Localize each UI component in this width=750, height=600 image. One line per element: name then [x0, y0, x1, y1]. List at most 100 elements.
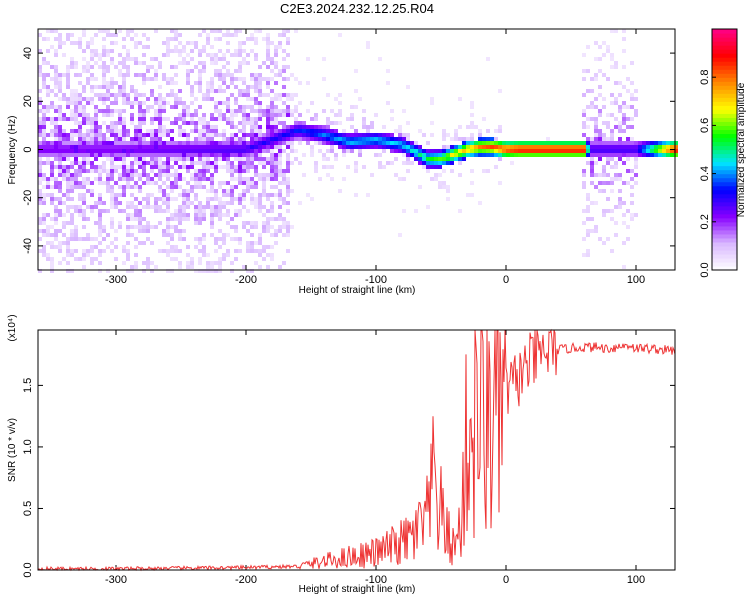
spectrogram-cell — [606, 121, 610, 125]
spectrogram-cell — [70, 109, 74, 113]
spectrogram-cell — [206, 197, 210, 201]
spectrogram-cell — [422, 133, 426, 137]
spectrogram-cell — [666, 149, 670, 153]
spectrogram-cell — [38, 197, 42, 201]
spectrogram-cell — [178, 205, 182, 209]
spectrogram-cell — [258, 109, 262, 113]
spectrogram-cell — [490, 137, 494, 141]
spectrogram-cell — [46, 61, 50, 65]
spectrogram-cell — [74, 101, 78, 105]
spectrogram-cell — [414, 141, 418, 145]
colorbar-cell — [712, 33, 737, 38]
spectrogram-cell — [54, 237, 58, 241]
spectrogram-cell — [74, 133, 78, 137]
spectrogram-cell — [174, 81, 178, 85]
spectrogram-cell — [198, 153, 202, 157]
spectrogram-cell — [534, 141, 538, 145]
spectrogram-cell — [610, 29, 614, 33]
spectrogram-cell — [98, 213, 102, 217]
spectrogram-cell — [162, 193, 166, 197]
spectrogram-cell — [50, 233, 54, 237]
spectrogram-cell — [238, 121, 242, 125]
spectrogram-cell — [486, 129, 490, 133]
spectrogram-cell — [122, 125, 126, 129]
spectrogram-cell — [54, 69, 58, 73]
spectrogram-cell — [374, 133, 378, 137]
spectrogram-cell — [222, 237, 226, 241]
spectrogram-cell — [622, 85, 626, 89]
spectrogram-cell — [46, 93, 50, 97]
spectrogram-cell — [38, 181, 42, 185]
spectrogram-cell — [406, 149, 410, 153]
spectrogram-cell — [286, 169, 290, 173]
spectrogram-cell — [254, 101, 258, 105]
spectrogram-cell — [138, 221, 142, 225]
spectrogram-cell — [246, 37, 250, 41]
spectrogram-cell — [146, 229, 150, 233]
spectrogram-cell — [134, 205, 138, 209]
spectrogram-cell — [254, 141, 258, 145]
spectrogram-cell — [246, 189, 250, 193]
spectrogram-cell — [158, 133, 162, 137]
spectrogram-cell — [98, 181, 102, 185]
spectrogram-cell — [594, 141, 598, 145]
spectrogram-cell — [206, 169, 210, 173]
spectrogram-cell — [74, 229, 78, 233]
spectrogram-cell — [134, 253, 138, 257]
spectrogram-cell — [194, 125, 198, 129]
spectrogram-cell — [286, 93, 290, 97]
spectrogram-cell — [658, 141, 662, 145]
spectrogram-cell — [618, 149, 622, 153]
spectrogram-cell — [38, 221, 42, 225]
spectrogram-cell — [166, 149, 170, 153]
spectrogram-cell — [98, 149, 102, 153]
spectrogram-cell — [162, 209, 166, 213]
spectrogram-cell — [138, 125, 142, 129]
spectrogram-cell — [262, 113, 266, 117]
spectrogram-cell — [258, 177, 262, 181]
spectrogram-cell — [394, 129, 398, 133]
spectrogram-cell — [42, 121, 46, 125]
spectrogram-cell — [158, 101, 162, 105]
spectrogram-cell — [150, 177, 154, 181]
spectrogram-cell — [590, 165, 594, 169]
spectrogram-cell — [94, 93, 98, 97]
spectrogram-cell — [214, 37, 218, 41]
spectrogram-cell — [374, 145, 378, 149]
spectrogram-cell — [194, 197, 198, 201]
spectrogram-cell — [270, 61, 274, 65]
spectrogram-cell — [290, 129, 294, 133]
spectrogram-cell — [290, 113, 294, 117]
spectrogram-cell — [294, 137, 298, 141]
spectrogram-cell — [318, 177, 322, 181]
spectrogram-cell — [530, 149, 534, 153]
spectrogram-cell — [130, 141, 134, 145]
spectrogram-cell — [170, 141, 174, 145]
spectrogram-cell — [274, 193, 278, 197]
spectrogram-cell — [50, 261, 54, 265]
spectrogram-cell — [614, 125, 618, 129]
spectrogram-cell — [74, 209, 78, 213]
spectrogram-cell — [254, 97, 258, 101]
spectrogram-cell — [194, 177, 198, 181]
spectrogram-cell — [90, 153, 94, 157]
spectrogram-cell — [86, 189, 90, 193]
spectrogram-cell — [610, 249, 614, 253]
spectrogram-cell — [514, 141, 518, 145]
spectrogram-cell — [622, 49, 626, 53]
spectrogram-cell — [66, 253, 70, 257]
spectrogram-cell — [90, 117, 94, 121]
spectrogram-cell — [302, 137, 306, 141]
spectrogram-cell — [262, 185, 266, 189]
spectrogram-cell — [86, 253, 90, 257]
spectrogram-cell — [134, 133, 138, 137]
spectrogram-cell — [262, 189, 266, 193]
spectrogram-cell — [166, 269, 170, 273]
spectrogram-cell — [106, 141, 110, 145]
spectrogram-cell — [206, 89, 210, 93]
spectrogram-cell — [134, 153, 138, 157]
spectrogram-cell — [594, 161, 598, 165]
spectrogram-cell — [130, 117, 134, 121]
spectrogram-cell — [486, 153, 490, 157]
spectrogram-cell — [174, 121, 178, 125]
